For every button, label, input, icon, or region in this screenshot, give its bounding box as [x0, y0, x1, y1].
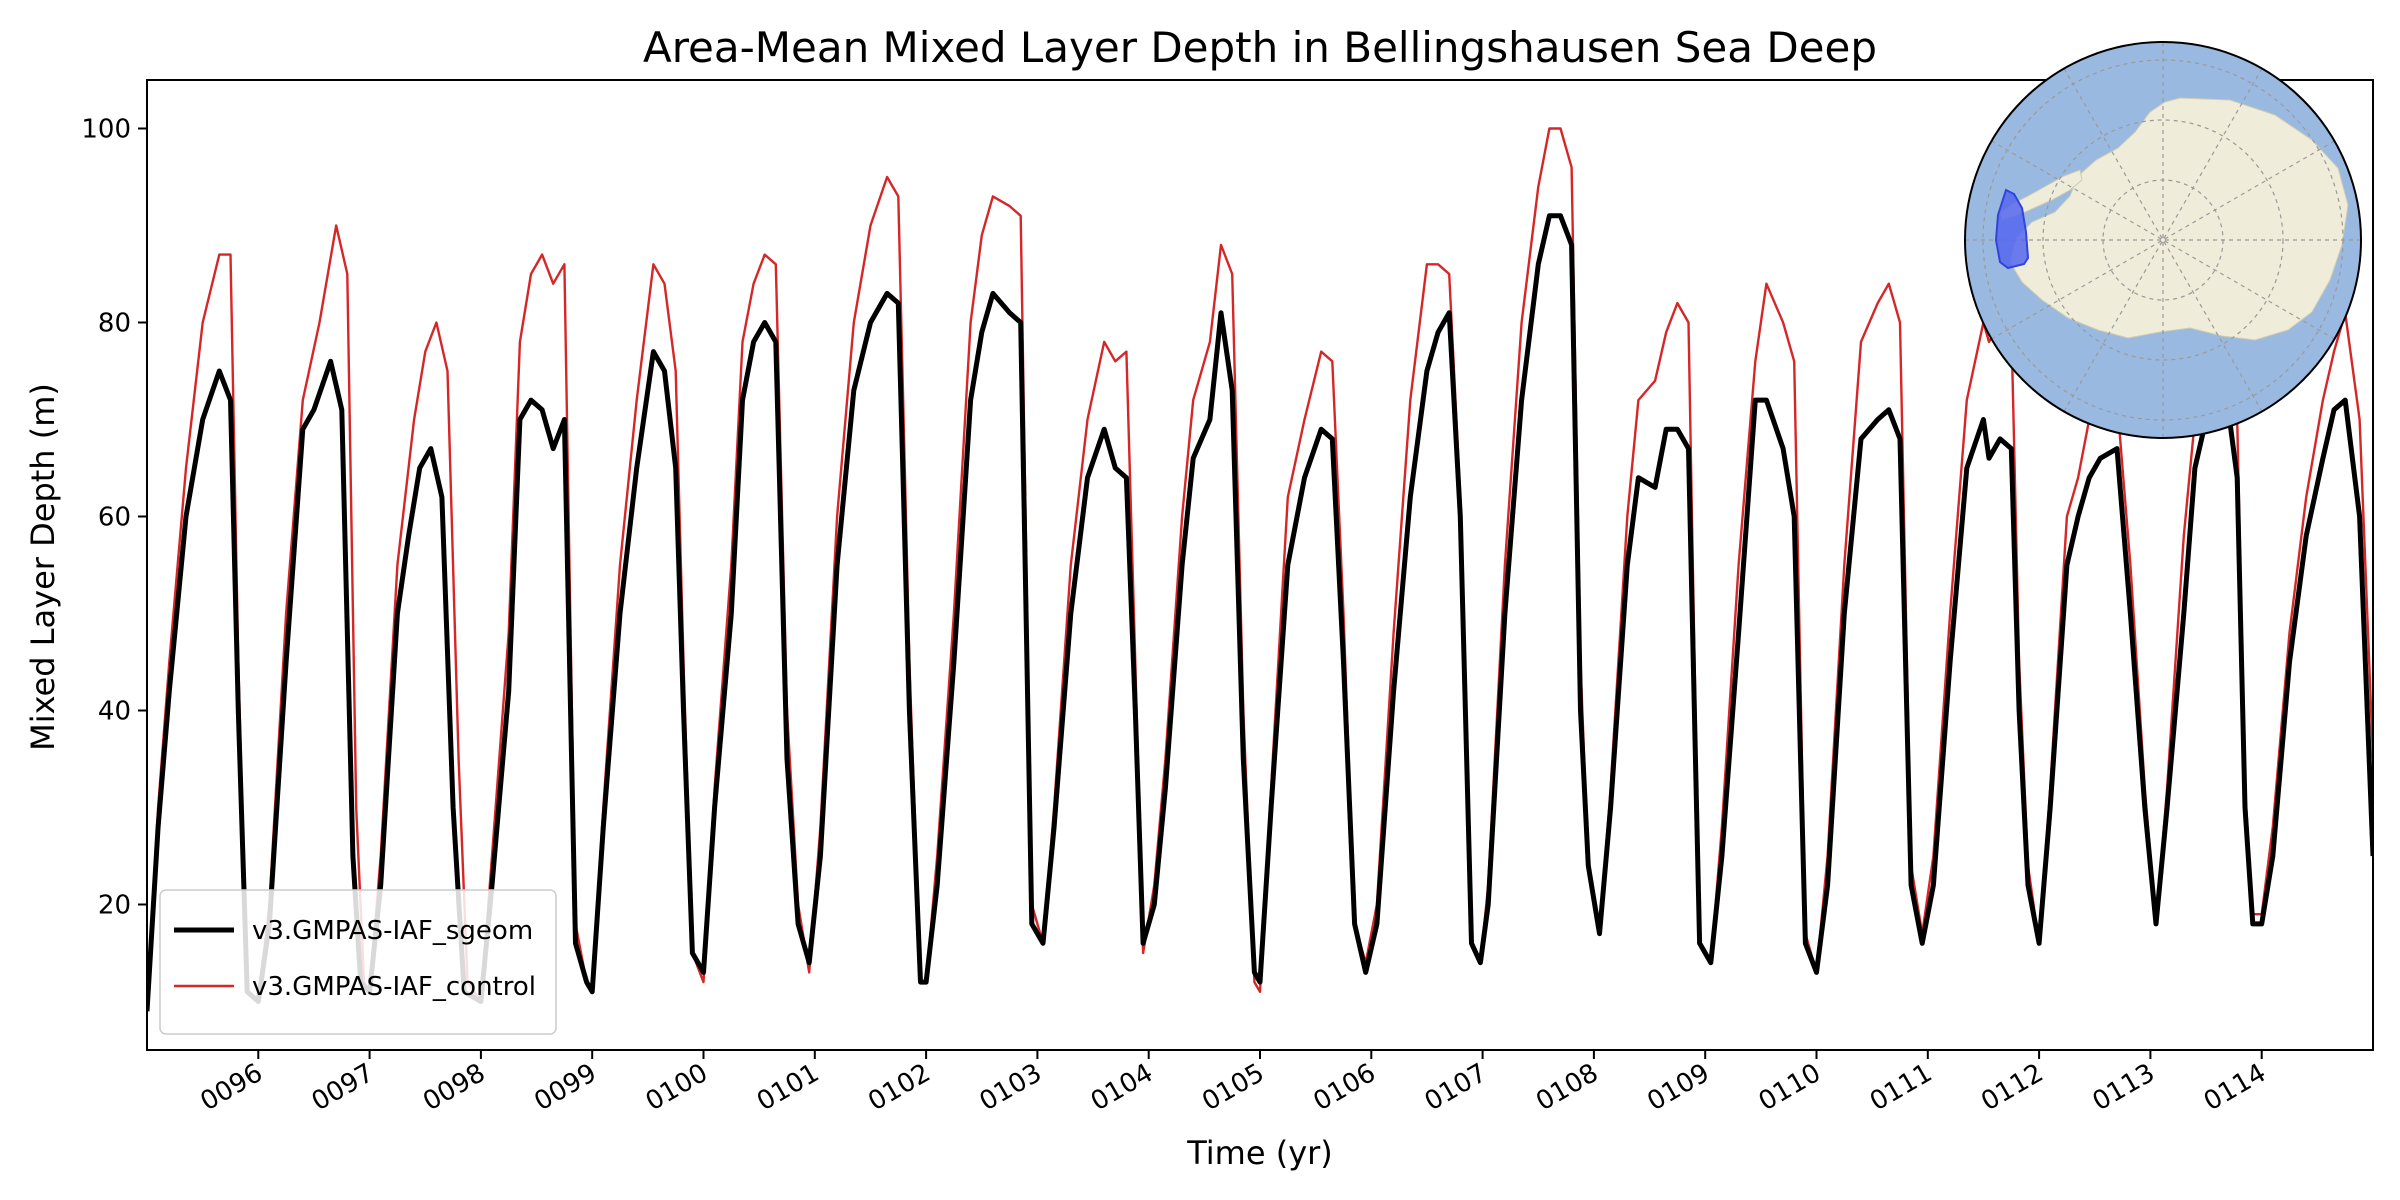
y-tick-label: 40 [98, 697, 131, 727]
y-axis-label: Mixed Layer Depth (m) [24, 383, 62, 751]
legend: v3.GMPAS-IAF_sgeom v3.GMPAS-IAF_control [159, 889, 557, 1035]
inset-antarctica-land [2009, 97, 2349, 341]
y-tick-label: 20 [98, 891, 131, 921]
inset-graticule-ring [2042, 119, 2284, 361]
inset-region-highlight [1994, 188, 2030, 270]
series-line-0 [147, 213, 2373, 1012]
chart-title: Area-Mean Mixed Layer Depth in Bellingsh… [643, 23, 1877, 72]
y-tick-label: 100 [81, 115, 131, 145]
legend-box [159, 889, 557, 1035]
inset-border [1964, 41, 2362, 439]
inset-graticule-meridian [2063, 68, 2263, 412]
legend-label-1: v3.GMPAS-IAF_control [252, 972, 536, 1002]
antarctica-inset-map [1964, 41, 2362, 439]
x-axis-label: Time (yr) [1186, 1134, 1333, 1172]
inset-graticule-meridian [1991, 140, 2335, 340]
legend-label-0: v3.GMPAS-IAF_sgeom [252, 916, 533, 946]
inset-graticule-meridian [1991, 140, 2335, 340]
inset-graticule-meridian [2063, 68, 2263, 412]
y-tick-label: 60 [98, 503, 131, 533]
y-tick-label: 80 [98, 309, 131, 339]
